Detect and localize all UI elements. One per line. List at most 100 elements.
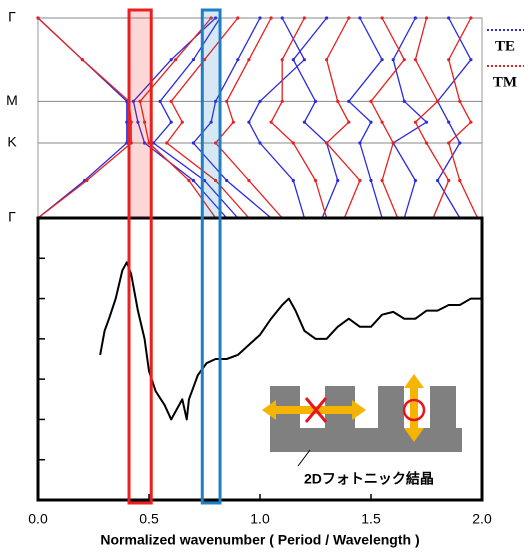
band-point — [424, 16, 429, 20]
band-point — [36, 16, 40, 20]
band-point — [402, 58, 406, 62]
band-point — [469, 120, 473, 124]
legend-label: TM — [493, 74, 517, 90]
band-point — [369, 178, 373, 183]
band-point — [142, 120, 147, 124]
circle-mark — [402, 398, 426, 422]
y-tick-label: K — [7, 134, 17, 150]
band-point — [80, 58, 84, 62]
band-point — [191, 58, 195, 62]
band-point — [369, 120, 373, 124]
band-point — [302, 16, 306, 20]
leader-line — [297, 449, 311, 467]
x-axis-title: Normalized wavenumber ( Period / Wavelen… — [100, 532, 419, 548]
band-point — [380, 120, 384, 124]
band-point — [413, 58, 417, 62]
band-point — [358, 16, 362, 20]
band-point — [236, 16, 240, 20]
highlight-fill — [129, 10, 152, 218]
band-point — [325, 16, 329, 20]
band-point — [247, 120, 251, 124]
band-point — [174, 58, 178, 62]
band-point — [369, 99, 373, 103]
band-point — [138, 99, 142, 103]
band-point — [169, 58, 173, 62]
band-point — [258, 99, 262, 103]
x-tick-label: 1.5 — [361, 511, 381, 527]
band-point — [258, 141, 262, 145]
band-point — [458, 141, 462, 145]
band-point — [136, 120, 140, 124]
highlight-fill — [202, 10, 221, 218]
band-point — [380, 178, 384, 183]
band-point — [225, 178, 229, 183]
inset: 2Dフォトニック結晶 — [262, 374, 462, 487]
band-point — [280, 99, 284, 103]
band-point — [291, 141, 295, 145]
arrow-horizontal — [262, 400, 366, 420]
band-point — [424, 141, 429, 145]
x-tick-label: 0.5 — [139, 511, 159, 527]
band-point — [413, 178, 417, 183]
arrow-vertical — [404, 374, 424, 442]
band-point — [447, 16, 451, 20]
y-tick-label: M — [6, 92, 18, 108]
band-point — [214, 141, 218, 145]
band-point — [247, 58, 251, 62]
band-point — [291, 178, 295, 183]
band-point — [358, 178, 362, 183]
band-panel — [37, 17, 483, 219]
legend-label: TE — [495, 38, 515, 54]
band-point — [447, 141, 451, 145]
band-point — [325, 141, 329, 145]
band-point — [214, 16, 218, 20]
band-point — [258, 16, 262, 20]
band-point — [313, 99, 318, 103]
band-point — [413, 16, 417, 20]
band-point — [347, 16, 351, 20]
band-point — [436, 99, 440, 103]
band-point — [469, 58, 473, 62]
band-point — [436, 178, 440, 183]
band-point — [269, 16, 273, 20]
band-point — [187, 178, 191, 183]
band-point — [458, 178, 462, 183]
band-point — [214, 99, 218, 103]
highlight-box — [200, 8, 222, 505]
band-point — [402, 99, 406, 103]
band-point — [391, 141, 395, 145]
band-point — [236, 58, 240, 62]
band-point — [358, 141, 362, 145]
band-point — [180, 120, 184, 124]
band-point — [391, 58, 395, 62]
band-point — [142, 141, 147, 145]
x-tick-label: 0.0 — [28, 511, 48, 527]
pillar — [430, 386, 456, 432]
pillar — [378, 386, 404, 432]
band-point — [336, 178, 340, 183]
band-point — [191, 178, 195, 183]
band-point — [269, 120, 273, 124]
band-point — [209, 120, 213, 124]
band-point — [347, 120, 351, 124]
band-point — [302, 58, 306, 62]
band-point — [325, 58, 329, 62]
highlight-box — [127, 8, 153, 505]
band-point — [169, 99, 173, 103]
band-point — [247, 178, 251, 183]
band-point — [447, 178, 451, 183]
band-point — [158, 99, 162, 103]
band-point — [413, 120, 417, 124]
inset-label: 2Dフォトニック結晶 — [304, 471, 434, 487]
band-point — [214, 178, 218, 183]
x-tick-label: 1.0 — [250, 511, 270, 527]
band-point — [469, 16, 473, 20]
band-point — [280, 16, 284, 20]
band-point — [447, 58, 451, 62]
band-point — [169, 120, 173, 124]
spectrum-line — [99, 261, 482, 421]
band-point — [336, 99, 340, 103]
band-point — [380, 16, 384, 20]
y-tick-label: Γ — [8, 209, 16, 225]
